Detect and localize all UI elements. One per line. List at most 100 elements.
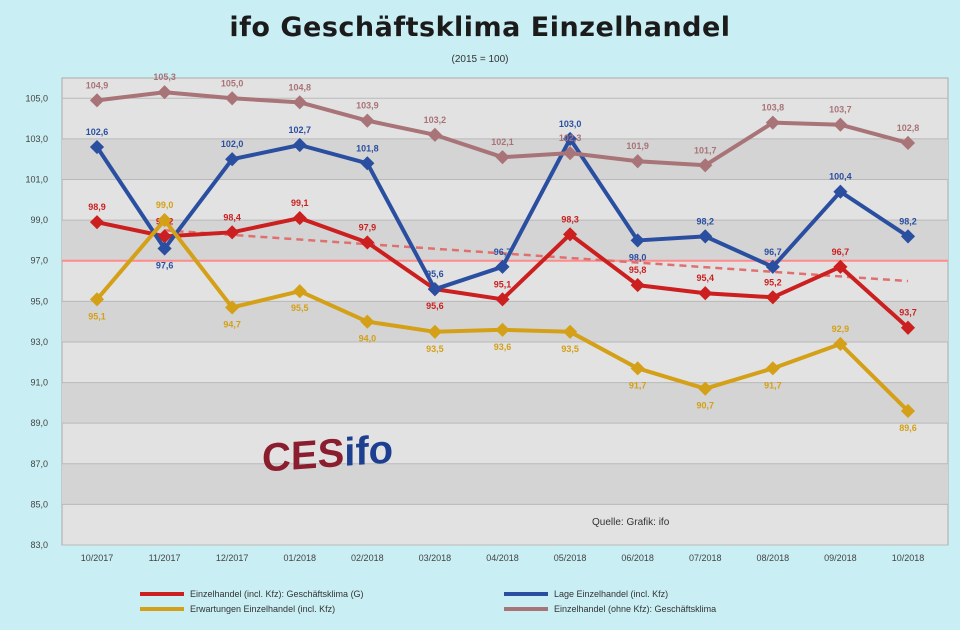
data-label: 99,1 <box>291 198 309 208</box>
data-point <box>292 137 307 153</box>
data-point <box>900 229 916 244</box>
data-label: 102,0 <box>221 139 244 149</box>
data-label: 91,7 <box>629 380 647 390</box>
data-point <box>427 324 442 339</box>
y-tick-label: 83,0 <box>30 540 48 550</box>
x-tick-label: 08/2018 <box>757 553 790 563</box>
data-label: 98,0 <box>629 252 647 262</box>
legend-label: Einzelhandel (ohne Kfz): Geschäftsklima <box>554 604 716 614</box>
chart-title: ifo Geschäftsklima Einzelhandel <box>229 12 731 43</box>
grid-band <box>62 301 948 342</box>
source-note: Quelle: Grafik: ifo <box>592 517 670 528</box>
data-point <box>225 152 240 167</box>
data-point <box>765 259 780 274</box>
legend-label: Erwartungen Einzelhandel (incl. Kfz) <box>190 604 335 614</box>
data-point <box>292 284 307 299</box>
data-point <box>698 286 713 301</box>
data-label: 93,7 <box>899 308 917 318</box>
x-tick-label: 03/2018 <box>419 553 452 563</box>
data-point <box>563 146 578 161</box>
data-label: 103,9 <box>356 101 379 111</box>
logo-ces-text: CES <box>262 430 345 481</box>
data-label: 98,2 <box>696 216 714 226</box>
x-tick-label: 07/2018 <box>689 553 722 563</box>
data-label: 101,7 <box>694 145 717 155</box>
data-label: 101,9 <box>626 141 649 151</box>
cesifo-logo-text: CESifo <box>262 427 393 481</box>
data-point <box>563 227 578 242</box>
data-point <box>360 113 375 128</box>
data-label: 93,5 <box>426 344 444 354</box>
y-tick-label: 85,0 <box>30 499 48 509</box>
data-label: 96,7 <box>494 247 512 257</box>
legend-label: Einzelhandel (incl. Kfz): Geschäftsklima… <box>190 589 364 599</box>
x-tick-label: 05/2018 <box>554 553 587 563</box>
chart-subtitle: (2015 = 100) <box>451 54 509 65</box>
data-label: 100,4 <box>829 172 852 182</box>
data-point <box>495 259 510 274</box>
legend-label: Lage Einzelhandel (incl. Kfz) <box>554 589 668 599</box>
data-label: 104,9 <box>86 80 109 90</box>
data-label: 105,0 <box>221 78 244 88</box>
data-point <box>833 184 848 199</box>
logo-ifo-text: ifo <box>344 427 394 475</box>
data-point <box>630 278 645 293</box>
x-tick-label: 11/2017 <box>149 553 181 563</box>
data-label: 102,1 <box>491 137 514 147</box>
data-point <box>630 233 645 248</box>
data-label: 95,5 <box>291 303 309 313</box>
data-label: 103,8 <box>762 103 785 113</box>
data-label: 95,6 <box>426 269 444 279</box>
data-label: 102,8 <box>897 123 920 133</box>
data-label: 97,6 <box>156 261 174 271</box>
y-tick-label: 95,0 <box>30 296 48 306</box>
data-point <box>630 361 645 376</box>
data-label: 93,5 <box>561 344 579 354</box>
cesifo-logo: CESifo <box>262 427 422 496</box>
data-label: 93,6 <box>494 342 512 352</box>
data-point <box>765 115 780 130</box>
data-label: 89,6 <box>899 423 917 433</box>
x-tick-label: 01/2018 <box>283 553 316 563</box>
data-point <box>698 158 713 173</box>
data-label: 105,3 <box>153 72 176 82</box>
data-point <box>427 282 442 297</box>
data-label: 102,6 <box>86 127 109 137</box>
x-tick-label: 10/2017 <box>81 553 114 563</box>
x-tick-label: 10/2018 <box>892 553 925 563</box>
x-tick-label: 06/2018 <box>621 553 654 563</box>
data-point <box>833 336 848 352</box>
data-label: 96,7 <box>832 247 850 257</box>
y-tick-label: 105,0 <box>25 93 48 103</box>
data-point <box>360 156 375 171</box>
data-label: 94,0 <box>359 334 377 344</box>
data-label: 98,4 <box>223 212 241 222</box>
data-point <box>360 235 375 250</box>
data-label: 102,3 <box>559 133 582 143</box>
data-point <box>89 292 105 307</box>
data-label: 98,3 <box>561 214 579 224</box>
x-tick-label: 12/2017 <box>216 553 249 563</box>
data-label: 95,1 <box>494 279 512 289</box>
trend-line <box>164 229 909 283</box>
x-tick-label: 02/2018 <box>351 553 384 563</box>
data-point <box>563 131 578 146</box>
data-point <box>833 117 848 132</box>
data-label: 94,7 <box>223 319 241 329</box>
data-point <box>427 127 442 142</box>
data-point <box>495 322 510 337</box>
y-tick-label: 97,0 <box>30 256 48 266</box>
data-point <box>900 403 916 419</box>
data-label: 103,2 <box>424 115 447 125</box>
data-label: 98,2 <box>899 216 917 226</box>
data-label: 91,7 <box>764 380 782 390</box>
data-label: 90,7 <box>696 401 714 411</box>
data-point <box>765 361 780 376</box>
data-point <box>495 292 510 307</box>
data-point <box>900 320 916 335</box>
data-label: 98,9 <box>88 202 106 212</box>
data-point <box>360 314 375 329</box>
data-point <box>698 381 713 396</box>
